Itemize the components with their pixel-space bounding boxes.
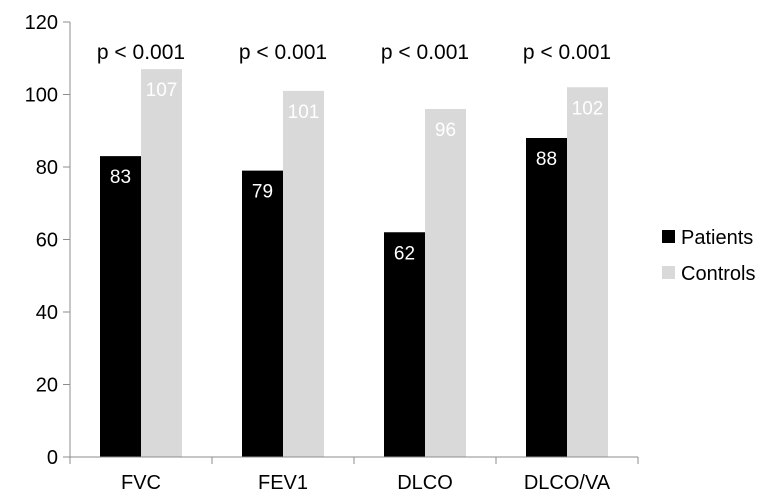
y-tick-label: 100 (25, 85, 58, 107)
bar-controls-fvc (141, 69, 182, 457)
p-value-annotation: p < 0.001 (239, 41, 327, 64)
legend-label-patients: Patients (681, 227, 753, 249)
y-tick-label: 40 (36, 302, 58, 324)
y-tick-label: 0 (47, 447, 58, 469)
p-value-annotation: p < 0.001 (97, 41, 185, 64)
y-tick-label: 120 (25, 12, 58, 34)
legend-swatch-patients (662, 230, 675, 243)
y-tick-label: 80 (36, 157, 58, 179)
y-axis: 0 20 40 60 80 100 120 (25, 12, 71, 469)
bars (100, 69, 608, 457)
x-tick-label: DLCO/VA (524, 472, 611, 494)
bar-value-label: 101 (288, 102, 320, 123)
bar-patients-fvc (100, 156, 141, 457)
p-value-annotations: p < 0.001 p < 0.001 p < 0.001 p < 0.001 (97, 41, 611, 64)
y-tick-label: 20 (36, 375, 58, 397)
bar-controls-dlcova (567, 87, 608, 457)
legend-label-controls: Controls (681, 263, 755, 285)
legend: Patients Controls (662, 227, 755, 285)
bar-value-label: 62 (394, 243, 415, 264)
bar-value-label: 88 (536, 149, 557, 170)
bar-value-label: 102 (572, 98, 604, 119)
bar-patients-fev1 (242, 170, 283, 457)
bar-value-label: 83 (110, 167, 131, 188)
x-tick-label: FVC (121, 472, 161, 494)
x-axis: FVC FEV1 DLCO DLCO/VA (69, 456, 639, 494)
p-value-annotation: p < 0.001 (523, 41, 611, 64)
p-value-annotation: p < 0.001 (381, 41, 469, 64)
bar-patients-dlcova (526, 138, 567, 457)
x-tick-label: FEV1 (258, 472, 308, 494)
bar-patients-dlco (384, 232, 425, 457)
y-tick-label: 60 (36, 230, 58, 252)
bar-value-label: 107 (146, 80, 178, 101)
bar-controls-fev1 (283, 90, 324, 457)
legend-swatch-controls (662, 266, 675, 279)
bar-value-label: 79 (252, 182, 273, 203)
bar-value-label: 96 (435, 120, 456, 141)
bar-labels: 83 107 79 101 62 96 88 102 (110, 80, 603, 264)
x-tick-label: DLCO (397, 472, 453, 494)
bar-controls-dlco (425, 109, 466, 457)
